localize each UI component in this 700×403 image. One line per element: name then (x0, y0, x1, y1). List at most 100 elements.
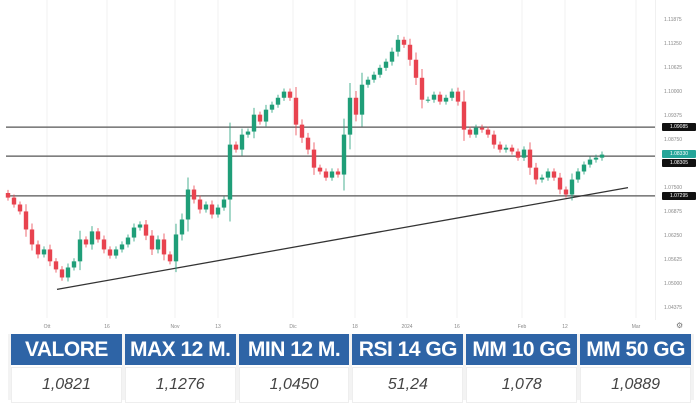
y-tick-label: 1.09375 (664, 113, 683, 119)
x-tick-label: 12 (562, 324, 568, 330)
candle-body-80 (485, 129, 491, 135)
header-min: MIN 12 M. (238, 334, 350, 367)
value-mm50: 1,0889 (580, 367, 691, 403)
candle-body-51 (311, 149, 317, 168)
y-tick-label: 1.11250 (664, 41, 682, 47)
candle-body-5 (35, 244, 41, 255)
candle-body-79 (479, 127, 485, 130)
candle-body-23 (143, 224, 149, 236)
candle-body-1 (11, 197, 17, 205)
candle-body-68 (413, 59, 419, 78)
candle-body-37 (227, 144, 233, 200)
price-marker: 1.09085 (662, 123, 696, 132)
candle-body-88 (533, 167, 539, 180)
candle-body-84 (509, 147, 515, 152)
candle-body-69 (419, 77, 425, 100)
candle-body-93 (563, 189, 569, 195)
candle-body-58 (353, 97, 359, 115)
candle-body-32 (197, 199, 203, 210)
candle-body-29 (179, 219, 185, 235)
candle-body-2 (17, 204, 23, 212)
candle-body-35 (215, 207, 221, 215)
candle-body-52 (317, 167, 323, 172)
indicator-table: VALORE MAX 12 M. MIN 12 M. RSI 14 GG MM … (8, 334, 694, 403)
table-header-row: VALORE MAX 12 M. MIN 12 M. RSI 14 GG MM … (11, 334, 691, 367)
candle-body-0 (5, 192, 11, 198)
candle-body-72 (437, 94, 443, 102)
x-tick-label: Dic (289, 324, 297, 330)
candle-body-90 (545, 171, 551, 178)
price-marker: 1.08305 (662, 159, 696, 168)
candle-body-24 (149, 235, 155, 250)
gear-icon[interactable]: ⚙ (676, 321, 684, 330)
x-tick-label: 16 (104, 324, 110, 330)
candle-body-9 (59, 269, 65, 278)
candle-body-77 (467, 129, 473, 135)
price-marker: 1.08330 (662, 150, 696, 159)
price-axis-border (655, 0, 656, 320)
candle-body-87 (527, 149, 533, 168)
candle-body-57 (347, 97, 353, 135)
price-marker: 1.07295 (662, 191, 696, 200)
candle-body-76 (461, 101, 467, 130)
candle-body-50 (305, 137, 311, 150)
candle-body-22 (137, 224, 143, 228)
candle-body-46 (281, 91, 287, 98)
candle-body-38 (233, 144, 239, 150)
candle-body-83 (503, 147, 509, 150)
candle-body-33 (203, 204, 209, 210)
y-tick-label: 1.10000 (664, 89, 683, 95)
candle-body-64 (389, 51, 395, 62)
table-background (8, 334, 694, 400)
value-rsi: 51,24 (352, 367, 464, 403)
candle-body-86 (521, 149, 527, 158)
value-mm10: 1,078 (466, 367, 578, 403)
candle-body-21 (131, 227, 137, 238)
header-mm10: MM 10 GG (466, 334, 578, 367)
candle-body-92 (557, 177, 563, 190)
y-tick-label: 1.11875 (664, 17, 682, 23)
candle-body-48 (293, 97, 299, 125)
candle-body-91 (551, 171, 557, 178)
candle-body-11 (71, 261, 77, 268)
candle-body-40 (245, 131, 251, 135)
candle-body-81 (491, 134, 497, 145)
candle-body-98 (593, 157, 599, 160)
header-max: MAX 12 M. (124, 334, 236, 367)
y-tick-label: 1.05625 (664, 257, 683, 263)
y-tick-label: 1.07500 (664, 185, 683, 191)
x-tick-label: Ott (43, 324, 51, 330)
candle-body-94 (569, 179, 575, 195)
candle-body-70 (425, 99, 431, 101)
candle-body-16 (101, 239, 107, 250)
candle-body-54 (329, 171, 335, 178)
candle-body-47 (287, 91, 293, 98)
candle-body-17 (107, 249, 113, 256)
candle-body-14 (89, 231, 95, 245)
y-tick-label: 1.06875 (664, 209, 683, 215)
candle-body-75 (455, 91, 461, 102)
candle-body-45 (275, 97, 281, 105)
x-tick-label: 13 (215, 324, 221, 330)
candle-body-43 (263, 109, 269, 122)
trendline (56, 186, 629, 291)
candle-body-3 (23, 211, 29, 230)
candle-body-63 (383, 61, 389, 68)
candle-body-28 (173, 234, 179, 262)
candle-body-62 (377, 67, 383, 75)
candle-body-66 (401, 39, 407, 45)
table-row: 1,0821 1,1276 1,0450 51,24 1,078 1,0889 (11, 367, 691, 403)
candle-body-15 (95, 231, 101, 240)
candle-body-85 (515, 151, 521, 158)
x-tick-label: 16 (454, 324, 460, 330)
x-tick-label: 2024 (401, 324, 413, 330)
candlestick-chart (5, 0, 655, 318)
candle-body-13 (83, 239, 89, 245)
candle-body-56 (341, 134, 347, 175)
candle-body-82 (497, 144, 503, 150)
candle-body-74 (449, 91, 455, 98)
candle-body-25 (155, 239, 161, 250)
candle-body-60 (365, 79, 371, 85)
candle-body-78 (473, 127, 479, 135)
candle-body-19 (119, 244, 125, 250)
